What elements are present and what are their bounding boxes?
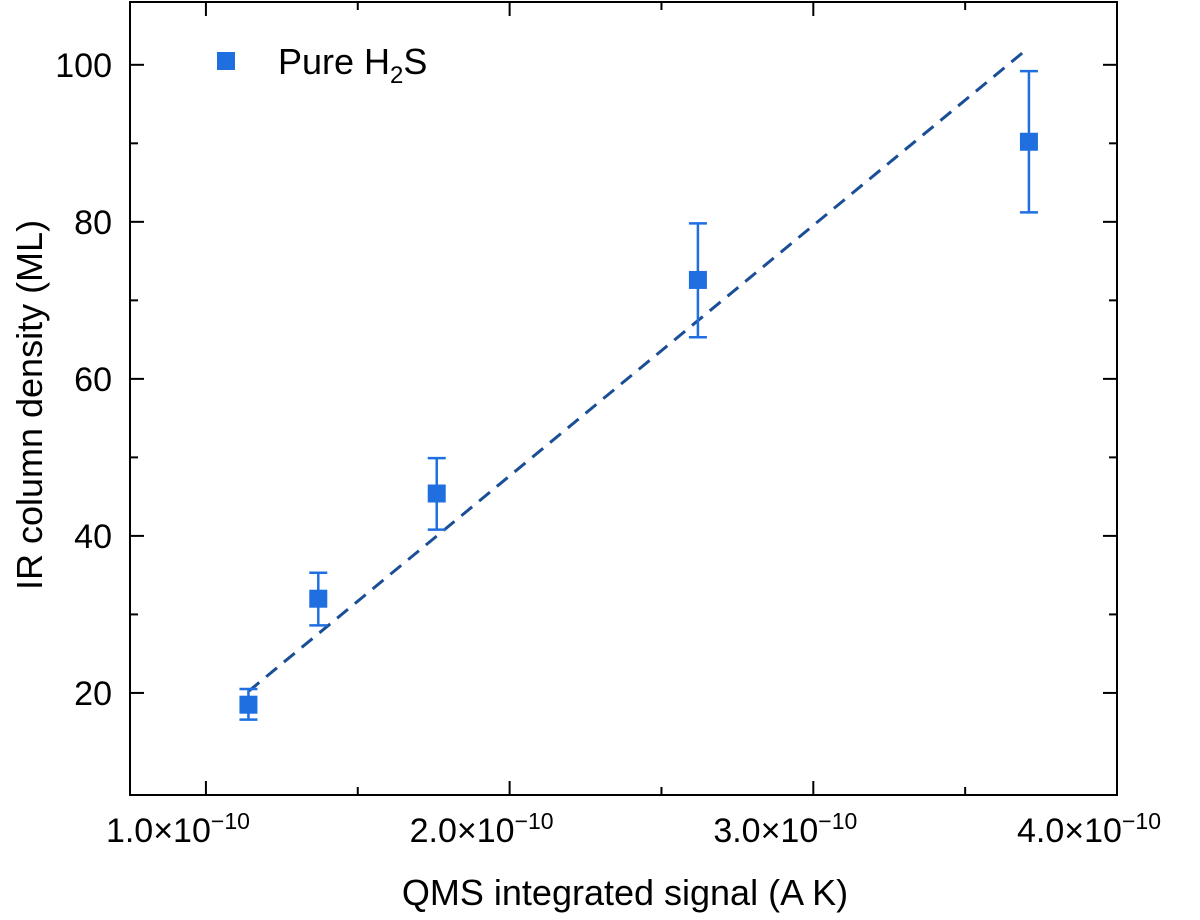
y-axis-title: IR column density (ML) <box>9 220 50 590</box>
x-axis-title: QMS integrated signal (A K) <box>402 872 848 913</box>
y-tick-label: 60 <box>74 361 112 399</box>
data-point <box>427 484 446 503</box>
y-tick-label: 20 <box>74 675 112 713</box>
axes-layer: 1.0×10−10 2.0×10−10 3.0×10−10 4.0×10−10 20 40… <box>55 1 1161 850</box>
data-point <box>1019 132 1038 151</box>
legend-label: Pure H2S <box>278 41 427 89</box>
data-layer <box>239 69 1038 721</box>
data-point <box>239 695 258 714</box>
plot-frame <box>129 1 1118 796</box>
fit-line <box>247 46 1030 693</box>
x-tick-label: 1.0×10−10 <box>106 808 250 850</box>
y-tick-label: 80 <box>74 204 112 242</box>
y-tick-label: 100 <box>55 47 112 85</box>
fit-layer <box>247 46 1030 693</box>
legend-marker <box>217 52 235 70</box>
data-point <box>688 270 707 289</box>
x-tick-label: 3.0×10−10 <box>713 808 857 850</box>
legend: Pure H2S <box>217 41 427 89</box>
data-point <box>309 589 328 608</box>
x-tick-label: 4.0×10−10 <box>1017 808 1161 850</box>
y-tick-label: 40 <box>74 518 112 556</box>
x-tick-label: 2.0×10−10 <box>410 808 554 850</box>
